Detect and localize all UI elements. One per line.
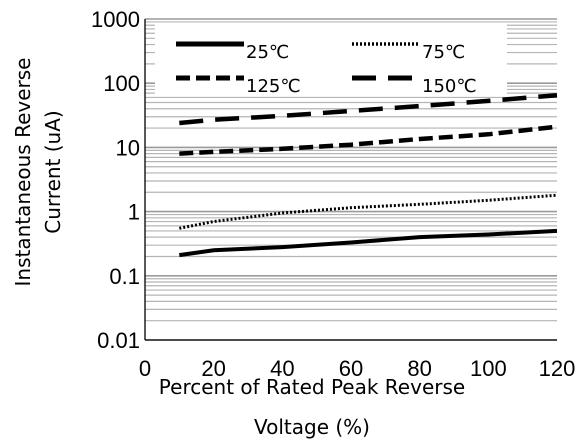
legend-box	[155, 24, 507, 96]
y-tick-label: 1	[128, 200, 140, 225]
axes	[144, 19, 557, 341]
legend-label-0: 25℃	[246, 42, 289, 63]
y-tick-label: 1000	[91, 7, 140, 32]
x-tick-label: 0	[139, 356, 151, 381]
series-line-1	[179, 193, 558, 230]
x-tick-label: 80	[407, 356, 431, 381]
x-tick-label: 60	[339, 356, 363, 381]
x-tick-label: 120	[539, 356, 576, 381]
x-tick-label: 20	[201, 356, 225, 381]
series-line-3	[179, 92, 558, 126]
axis-titles: Percent of Rated Peak Reverse Voltage (%…	[11, 58, 465, 439]
series-line-2	[179, 124, 558, 156]
y-axis-title-line1: Instantaneous Reverse	[11, 58, 35, 287]
y-tick-label: 100	[103, 71, 140, 96]
tick-labels: 0.01 0.1 1 10 100 1000 0 20 40 60 80 100 120	[91, 7, 575, 381]
x-tick-label: 40	[270, 356, 294, 381]
x-tick-label: 100	[470, 356, 507, 381]
legend-label-1: 75℃	[422, 42, 465, 63]
series-lines	[179, 92, 558, 258]
series-line-0	[179, 228, 558, 258]
y-tick-label: 0.1	[109, 264, 140, 289]
x-axis-title-line2: Voltage (%)	[254, 415, 370, 439]
y-tick-label: 0.01	[97, 328, 140, 353]
y-tick-label: 10	[116, 135, 140, 160]
legend-label-2: 125℃	[246, 76, 301, 97]
y-axis-title-line2: Current (uA)	[41, 110, 65, 233]
legend: 25℃ 75℃ 125℃ 150℃	[155, 24, 507, 97]
legend-label-3: 150℃	[422, 76, 477, 97]
x-axis-title-line1: Percent of Rated Peak Reverse	[159, 375, 465, 399]
